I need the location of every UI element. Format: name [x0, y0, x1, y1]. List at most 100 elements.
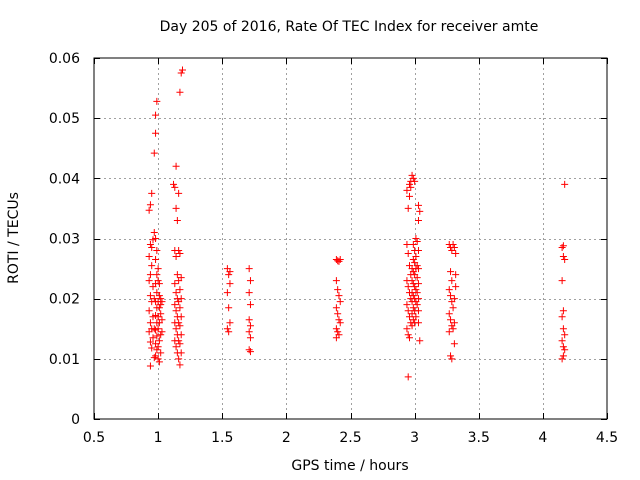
- y-tick-label: 0.04: [49, 171, 80, 187]
- data-point: [152, 256, 160, 264]
- data-point: [245, 316, 253, 324]
- data-point: [404, 373, 412, 381]
- data-point: [145, 307, 153, 315]
- data-point: [176, 340, 184, 348]
- data-point: [225, 304, 233, 312]
- data-point: [158, 316, 166, 324]
- data-point: [172, 307, 180, 315]
- data-point: [155, 304, 163, 312]
- data-point: [559, 253, 567, 261]
- data-point: [409, 292, 417, 300]
- data-point: [176, 88, 184, 96]
- data-point: [409, 304, 417, 312]
- data-point: [177, 331, 185, 339]
- data-point: [146, 338, 154, 346]
- data-point: [177, 295, 185, 303]
- data-point: [414, 247, 422, 255]
- data-point: [246, 301, 254, 309]
- data-point: [148, 244, 156, 252]
- data-point: [146, 319, 154, 327]
- data-point: [559, 352, 567, 360]
- data-point: [409, 241, 417, 249]
- data-point: [176, 250, 184, 258]
- y-tick-label: 0.01: [49, 352, 80, 368]
- data-point: [152, 129, 160, 137]
- data-point: [558, 337, 566, 345]
- x-tick-label: 4.5: [596, 430, 618, 446]
- data-point: [172, 343, 180, 351]
- chart-title: Day 205 of 2016, Rate Of TEC Index for r…: [160, 19, 539, 35]
- data-point: [145, 206, 153, 214]
- x-tick-label: 2.5: [339, 430, 361, 446]
- data-point: [246, 277, 254, 285]
- data-point: [452, 283, 460, 291]
- data-point: [245, 265, 253, 273]
- data-point: [149, 334, 157, 342]
- data-point: [148, 344, 156, 352]
- data-point: [172, 162, 180, 170]
- data-point: [146, 271, 154, 279]
- data-point: [226, 268, 234, 276]
- data-point: [146, 201, 154, 209]
- data-point: [447, 292, 455, 300]
- data-point: [177, 313, 185, 321]
- data-point: [404, 283, 412, 291]
- data-point: [416, 207, 424, 215]
- data-point: [148, 262, 156, 270]
- y-tick-label: 0.05: [49, 111, 80, 127]
- data-point: [157, 349, 165, 357]
- data-point: [411, 283, 419, 291]
- data-point: [335, 316, 343, 324]
- data-point: [447, 352, 455, 360]
- data-point: [414, 280, 422, 288]
- data-point: [225, 328, 233, 336]
- data-point: [172, 289, 180, 297]
- data-point: [413, 238, 421, 246]
- data-point: [175, 337, 183, 345]
- data-point: [173, 271, 181, 279]
- data-point: [157, 310, 165, 318]
- data-point: [155, 280, 163, 288]
- data-point: [559, 343, 567, 351]
- y-axis-label: ROTI / TECUs: [6, 192, 22, 284]
- data-point: [403, 325, 411, 333]
- x-tick-labels: 0.5 1 1.5 2 2.5 3 3.5 4 4.5: [83, 430, 618, 446]
- data-point: [177, 69, 185, 77]
- data-point: [177, 349, 185, 357]
- data-point: [559, 325, 567, 333]
- data-point: [176, 361, 184, 369]
- data-point: [561, 256, 569, 264]
- data-point: [452, 250, 460, 258]
- data-point: [158, 328, 166, 336]
- data-point: [413, 262, 421, 270]
- data-point: [334, 328, 342, 336]
- data-point: [408, 277, 416, 285]
- data-point: [414, 295, 422, 303]
- data-point: [145, 328, 153, 336]
- data-point: [403, 186, 411, 194]
- data-point: [150, 295, 158, 303]
- data-point: [335, 292, 343, 300]
- data-point: [416, 337, 424, 345]
- data-point: [332, 277, 340, 285]
- data-point: [172, 253, 180, 261]
- x-axis-label: GPS time / hours: [291, 458, 408, 474]
- data-point: [413, 301, 421, 309]
- data-point: [558, 355, 566, 363]
- axis-ticks: [94, 58, 608, 420]
- x-tick-label: 2: [282, 430, 291, 446]
- data-point: [332, 325, 340, 333]
- data-point: [403, 301, 411, 309]
- data-point: [414, 216, 422, 224]
- data-point: [153, 271, 161, 279]
- data-point: [405, 180, 413, 188]
- data-point: [404, 331, 412, 339]
- data-point: [176, 322, 184, 330]
- data-point: [448, 355, 456, 363]
- data-point: [150, 149, 158, 157]
- data-point: [335, 257, 343, 265]
- x-tick-label: 3.5: [468, 430, 490, 446]
- data-point: [408, 171, 416, 179]
- data-point: [175, 355, 183, 363]
